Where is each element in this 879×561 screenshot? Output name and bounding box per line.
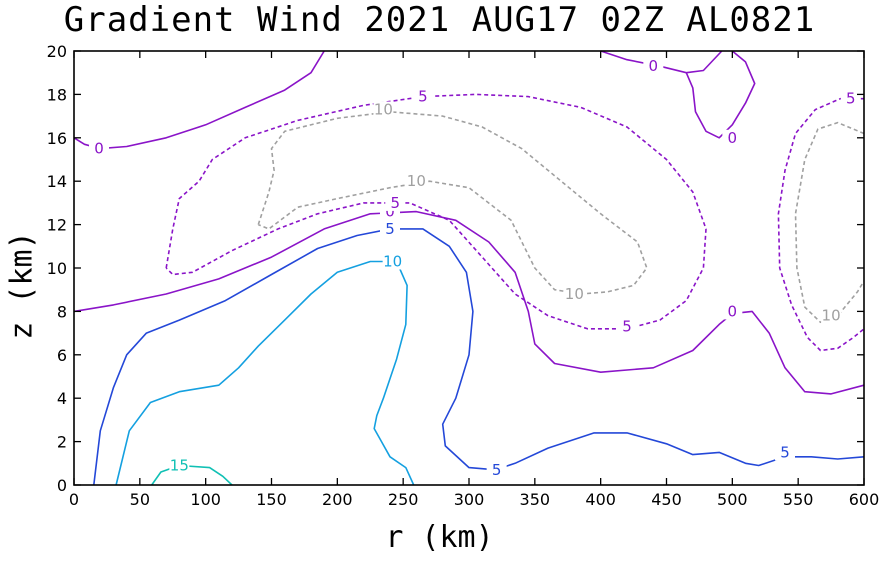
contour-label-bg-4-1 [617, 318, 637, 335]
contour-label-8-1: 5 [492, 461, 502, 479]
contour-label-5-0: 5 [846, 90, 856, 108]
contour-line-4 [165, 93, 707, 330]
contour-label-bg-6-1 [406, 173, 427, 190]
contour-line-3 [73, 210, 865, 395]
contour-label-8-2: 5 [780, 443, 790, 461]
x-tick-label-7: 350 [520, 490, 551, 509]
chart-title: Gradient Wind 2021 AUG17 02Z AL0821 [63, 0, 816, 40]
y-tick-label-6: 12 [47, 216, 67, 235]
contour-label-bg-10-0 [169, 457, 190, 474]
contour-label-bg-2-0 [722, 129, 743, 146]
contour-line-5 [777, 97, 865, 352]
contour-label-bg-4-2 [385, 194, 406, 211]
y-tick-label-8: 16 [47, 129, 67, 148]
contour-line-1 [600, 50, 723, 74]
y-tick-label-4: 8 [57, 302, 67, 321]
contour-line-2 [685, 50, 756, 139]
contour-line-7 [794, 121, 865, 324]
contour-label-8-0: 5 [385, 220, 395, 238]
contour-label-bg-3-1 [722, 303, 743, 320]
y-tick-label-3: 6 [57, 346, 67, 365]
x-tick-label-1: 50 [130, 490, 150, 509]
plot-frame [73, 50, 865, 486]
y-tick-label-9: 18 [47, 85, 67, 104]
x-tick-label-2: 100 [190, 490, 221, 509]
contour-label-bg-6-2 [564, 286, 585, 303]
contour-label-1-0: 0 [649, 57, 659, 75]
contour-label-bg-7-0 [821, 307, 842, 324]
contour-label-bg-1-0 [643, 58, 664, 75]
x-tick-label-0: 0 [69, 490, 79, 509]
x-tick-label-3: 150 [256, 490, 287, 509]
y-tick-label-10: 20 [47, 42, 67, 61]
contour-label-3-0: 0 [385, 203, 395, 221]
contour-label-4-2: 5 [390, 194, 400, 212]
x-tick-label-5: 250 [388, 490, 419, 509]
contour-label-bg-9-0 [382, 253, 403, 270]
contour-label-0-0: 0 [94, 140, 104, 158]
contour-line-10 [151, 464, 233, 486]
contour-label-bg-8-0 [380, 220, 400, 237]
contour-label-6-1: 10 [407, 172, 426, 190]
contour-label-bg-0-0 [89, 140, 110, 157]
x-tick-label-12: 600 [849, 490, 879, 509]
contour-label-4-1: 5 [622, 318, 632, 336]
contour-label-9-0: 10 [383, 252, 402, 270]
x-tick-label-8: 400 [585, 490, 616, 509]
contour-line-0 [73, 50, 325, 150]
contour-label-10-0: 15 [170, 456, 189, 474]
x-axis-label: r (km) [385, 520, 494, 555]
x-tick-label-4: 200 [322, 490, 353, 509]
contour-label-6-0: 10 [374, 101, 393, 119]
contour-line-8 [93, 228, 865, 486]
contour-line-6 [257, 111, 648, 295]
x-tick-label-11: 550 [783, 490, 814, 509]
contour-label-bg-4-0 [412, 88, 433, 105]
y-tick-label-0: 0 [57, 476, 67, 495]
y-tick-label-7: 14 [47, 172, 67, 191]
contour-label-3-1: 0 [728, 302, 738, 320]
contour-label-bg-8-1 [486, 461, 507, 478]
y-tick-label-5: 10 [47, 259, 67, 278]
contour-label-4-0: 5 [418, 88, 428, 106]
contour-label-bg-6-0 [373, 101, 394, 118]
contour-line-9 [115, 260, 415, 486]
x-tick-label-9: 450 [651, 490, 682, 509]
y-tick-label-2: 4 [57, 389, 67, 408]
y-tick-label-1: 2 [57, 433, 67, 452]
contour-label-bg-8-2 [775, 444, 795, 461]
contour-label-bg-5-0 [840, 90, 861, 107]
x-tick-label-6: 300 [454, 490, 485, 509]
contour-label-7-0: 10 [822, 307, 841, 325]
x-tick-label-10: 500 [717, 490, 748, 509]
contour-label-2-0: 0 [728, 129, 738, 147]
contour-label-6-2: 10 [565, 285, 584, 303]
